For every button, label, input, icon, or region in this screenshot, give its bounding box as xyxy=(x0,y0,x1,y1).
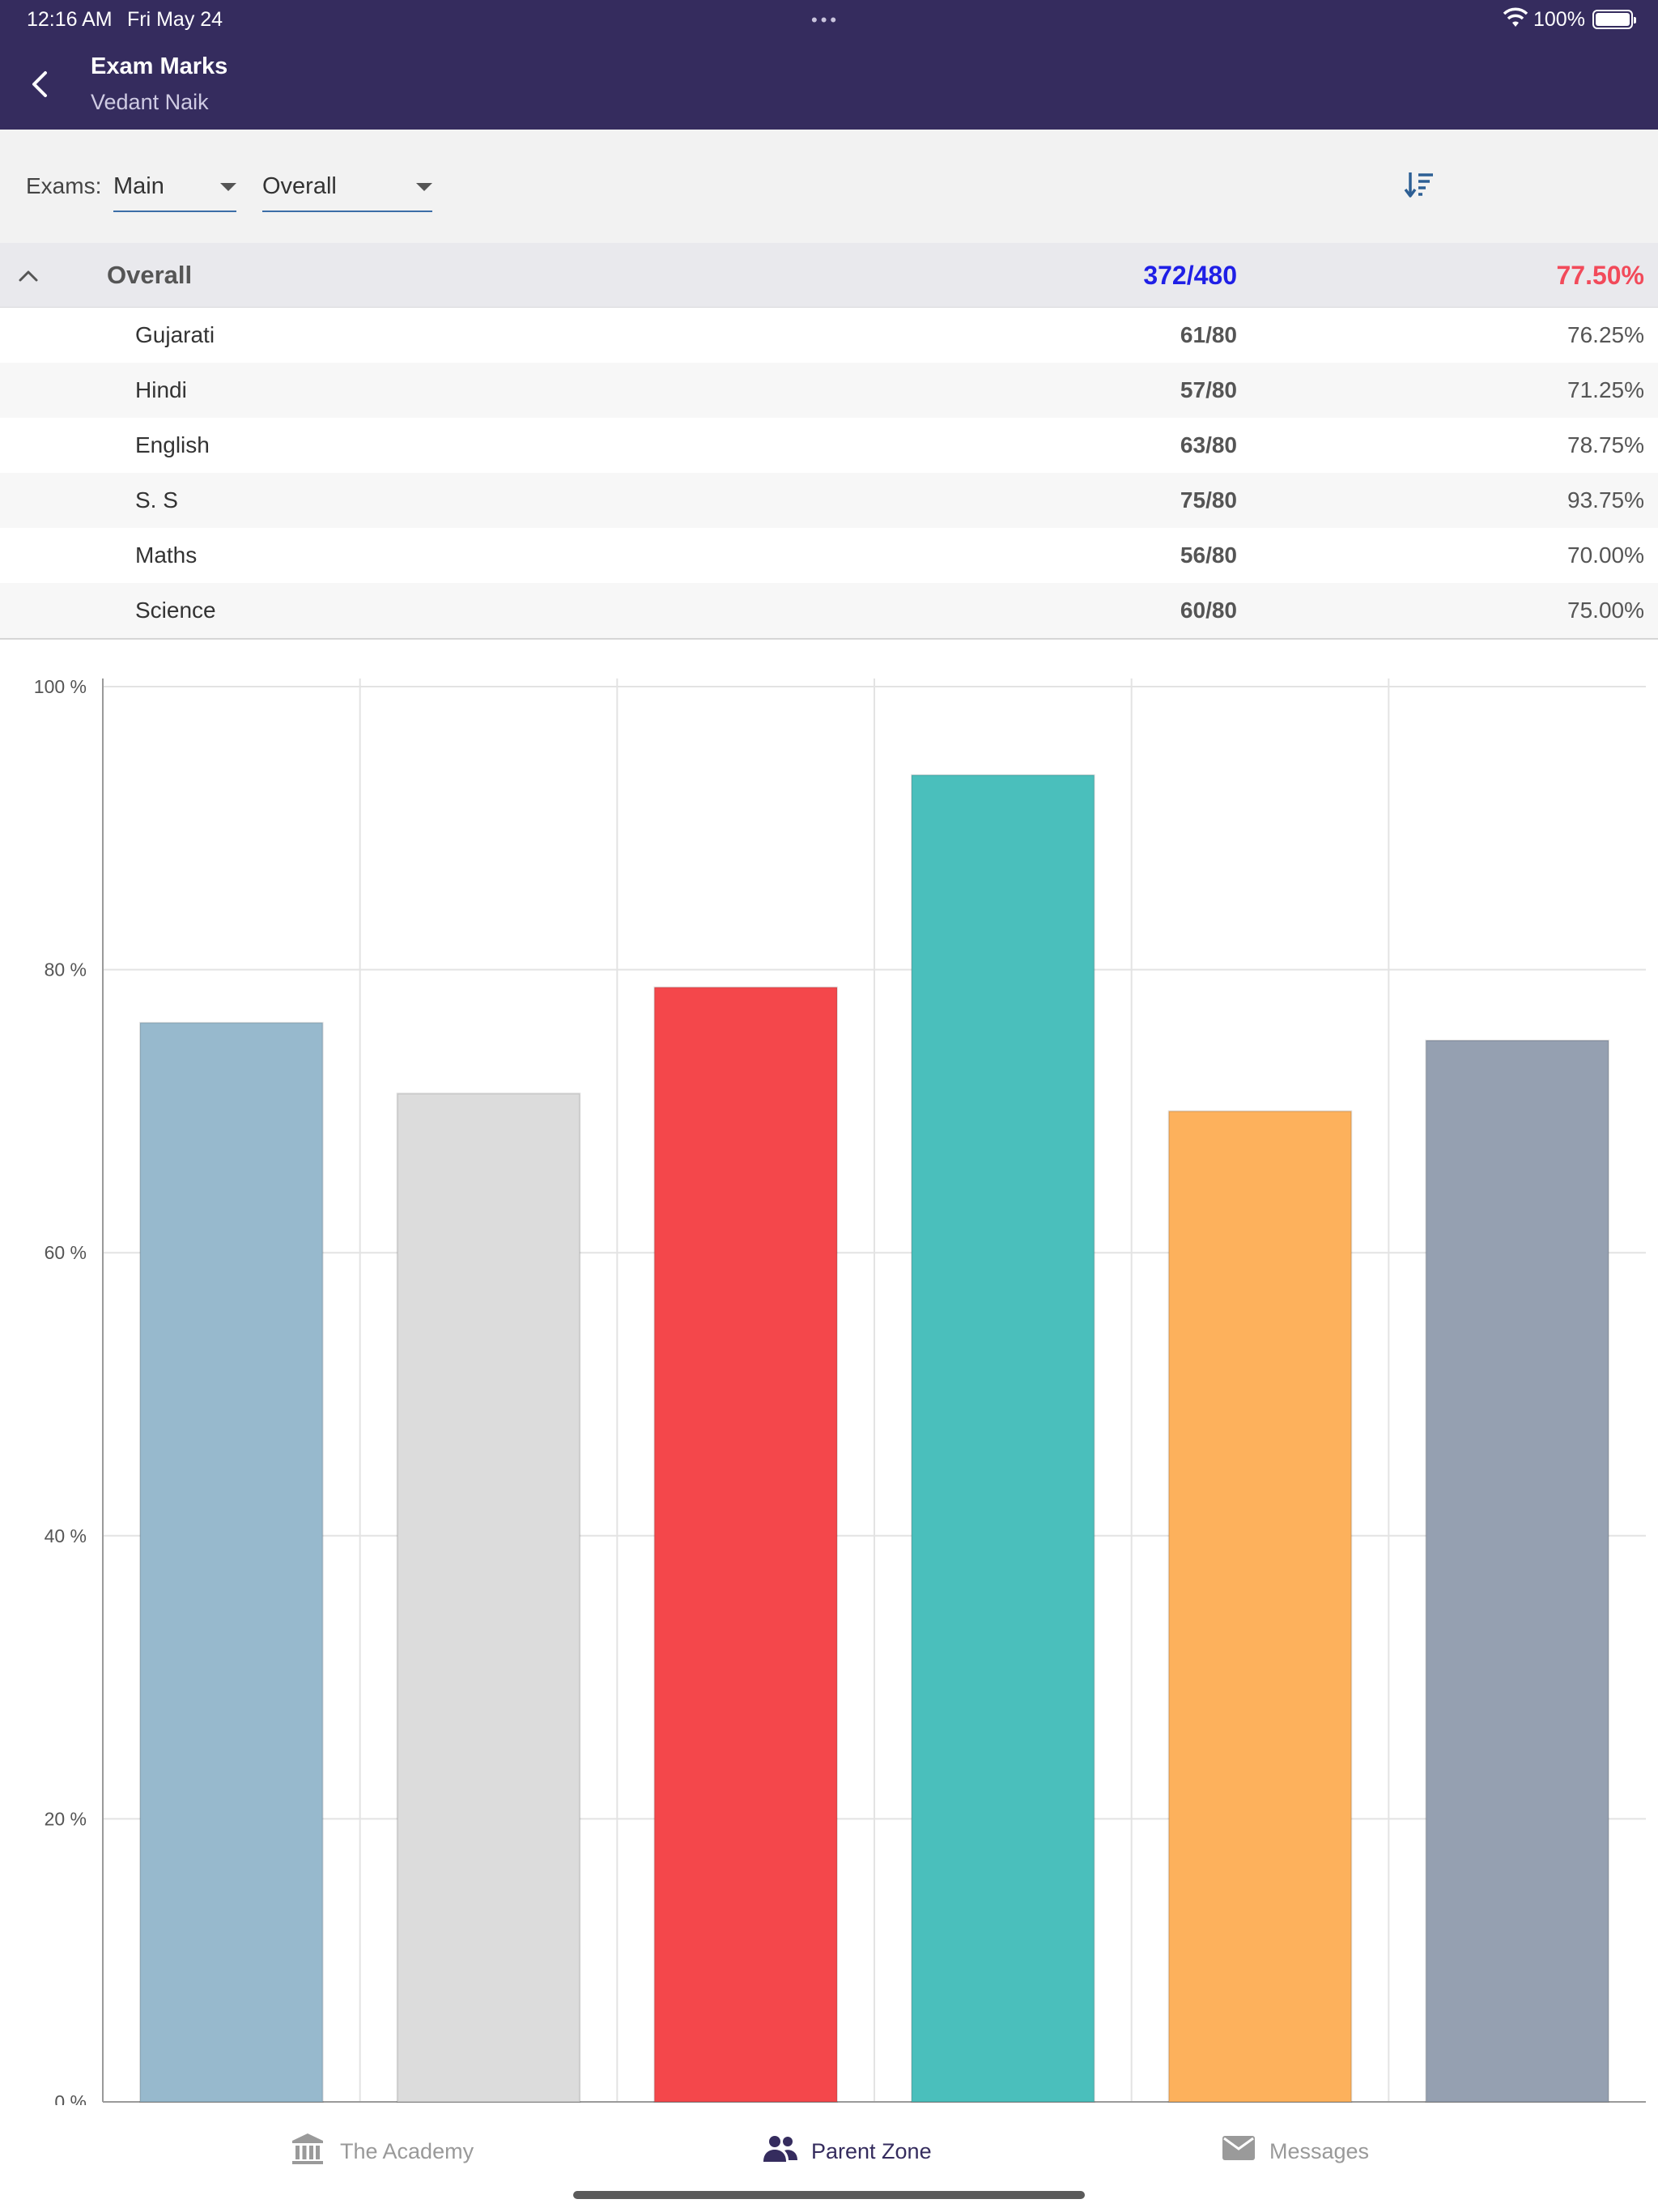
subject-name: Maths xyxy=(135,542,198,568)
subject-percent: 75.00% xyxy=(1567,598,1644,623)
subject-row[interactable]: Hindi 57/80 71.25% xyxy=(0,363,1658,418)
overall-percent: 77.50% xyxy=(1556,261,1644,290)
subject-row[interactable]: Maths 56/80 70.00% xyxy=(0,528,1658,583)
y-tick-label: 20 % xyxy=(45,1808,87,1829)
subject-name: S. S xyxy=(135,487,178,513)
subject-name: Hindi xyxy=(135,377,187,402)
battery-icon xyxy=(1592,10,1636,29)
exam-type-dropdown[interactable]: Main xyxy=(113,165,236,212)
back-arrow-icon[interactable] xyxy=(24,68,57,100)
nav-messages[interactable]: Messages xyxy=(1221,2129,1399,2170)
bar-english xyxy=(653,986,838,2104)
exams-label: Exams: xyxy=(26,173,102,198)
subject-percent: 76.25% xyxy=(1567,322,1644,347)
academy-icon xyxy=(292,2133,323,2164)
bar-science xyxy=(1425,1040,1609,2103)
divider xyxy=(0,638,1658,640)
marks-bar-chart: 0 % 20 % 40 % 60 % 80 % 100 % xyxy=(34,676,1646,2105)
page-title: Exam Marks xyxy=(91,53,228,79)
nav-parent-zone[interactable]: Parent Zone xyxy=(761,2129,955,2170)
subject-marks: 75/80 xyxy=(1180,487,1237,513)
bar-hindi xyxy=(396,1092,581,2103)
subject-marks: 63/80 xyxy=(1180,432,1237,457)
bar-maths xyxy=(1167,1110,1353,2103)
y-tick-label: 40 % xyxy=(45,1525,87,1546)
exam-scope-value: Overall xyxy=(262,173,337,199)
subject-row[interactable]: S. S 75/80 93.75% xyxy=(0,473,1658,528)
overall-row[interactable]: Overall 372/480 77.50% xyxy=(0,243,1658,308)
y-tick-label: 100 % xyxy=(34,676,87,697)
subject-list: Gujarati 61/80 76.25% Hindi 57/80 71.25%… xyxy=(0,308,1658,638)
nav-label: Parent Zone xyxy=(811,2139,932,2163)
exam-type-value: Main xyxy=(113,173,164,199)
exam-filters: Exams: Main Overall xyxy=(0,130,1658,243)
nav-label: Messages xyxy=(1269,2139,1370,2163)
y-tick-label: 60 % xyxy=(45,1242,87,1263)
wifi-icon xyxy=(1503,7,1528,27)
home-indicator[interactable] xyxy=(573,2191,1085,2199)
y-tick-label: 80 % xyxy=(45,959,87,981)
multitask-dots[interactable]: ••• xyxy=(811,10,840,30)
exam-scope-dropdown[interactable]: Overall xyxy=(262,165,432,212)
subject-row[interactable]: Science 60/80 75.00% xyxy=(0,583,1658,638)
bottom-nav: The Academy Parent Zone Messages xyxy=(0,2113,1658,2186)
mail-icon xyxy=(1222,2136,1255,2160)
subject-marks: 60/80 xyxy=(1180,598,1237,623)
subject-marks: 61/80 xyxy=(1180,322,1237,347)
nav-academy[interactable]: The Academy xyxy=(290,2129,484,2170)
chevron-up-icon[interactable] xyxy=(16,264,40,288)
subject-percent: 78.75% xyxy=(1567,432,1644,457)
status-date: Fri May 24 xyxy=(127,8,223,31)
subject-percent: 71.25% xyxy=(1567,377,1644,402)
status-time: 12:16 AM xyxy=(27,8,113,31)
subject-name: Science xyxy=(135,598,216,623)
subject-percent: 70.00% xyxy=(1567,542,1644,568)
subject-row[interactable]: English 63/80 78.75% xyxy=(0,418,1658,473)
caret-down-icon xyxy=(416,183,432,191)
battery-percent: 100% xyxy=(1533,8,1585,31)
overall-label: Overall xyxy=(107,261,193,289)
caret-down-icon xyxy=(220,183,236,191)
y-tick-label: 0 % xyxy=(54,2091,87,2105)
parents-icon xyxy=(763,2136,797,2162)
sort-icon[interactable] xyxy=(1404,168,1436,201)
status-bar: 12:16 AM Fri May 24 ••• 100% xyxy=(0,0,1658,39)
subject-marks: 57/80 xyxy=(1180,377,1237,402)
subject-row[interactable]: Gujarati 61/80 76.25% xyxy=(0,308,1658,363)
bar-gujarati xyxy=(139,1022,324,2103)
app-header: 12:16 AM Fri May 24 ••• 100% Exam Marks … xyxy=(0,0,1658,130)
subject-name: English xyxy=(135,432,210,457)
bar-s-s xyxy=(911,774,1095,2103)
nav-label: The Academy xyxy=(340,2139,474,2163)
subject-name: Gujarati xyxy=(135,322,215,347)
subject-marks: 56/80 xyxy=(1180,542,1237,568)
subject-percent: 93.75% xyxy=(1567,487,1644,513)
overall-marks: 372/480 xyxy=(1143,261,1237,290)
student-name: Vedant Naik xyxy=(91,90,209,114)
